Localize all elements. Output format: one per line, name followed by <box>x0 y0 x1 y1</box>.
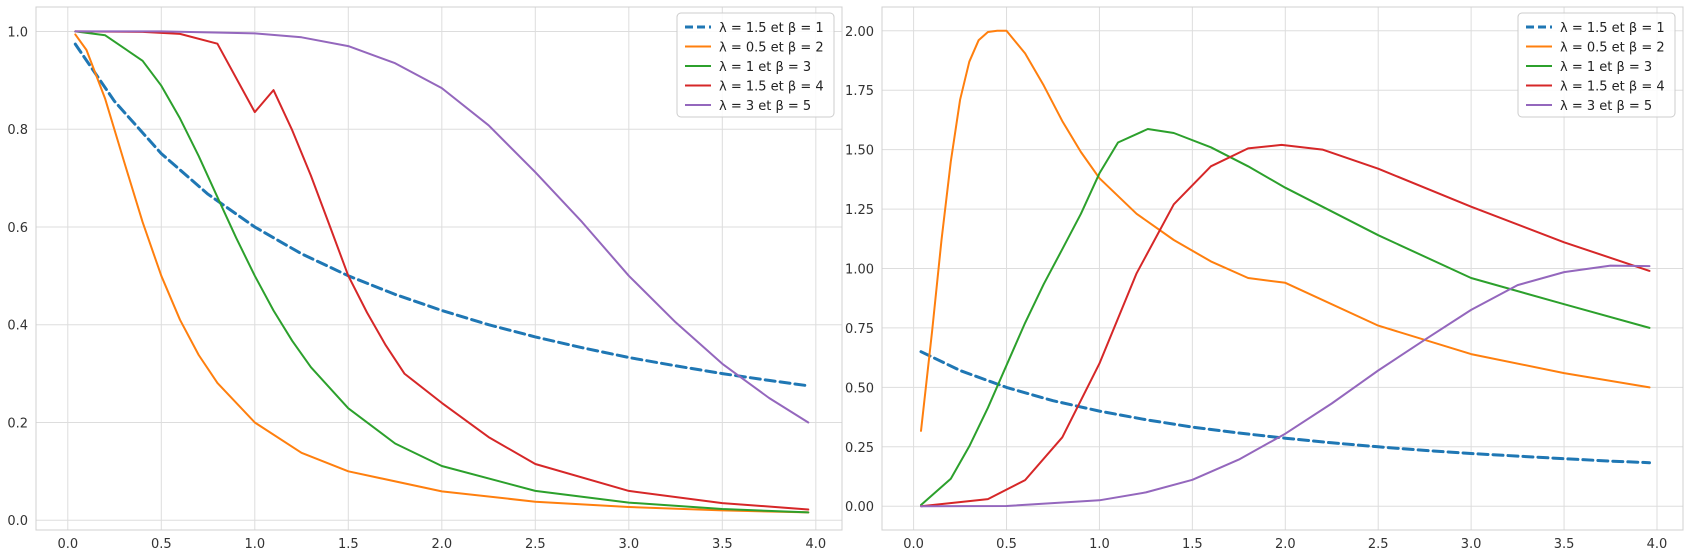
y-tick-label: 0.4 <box>7 319 28 334</box>
y-tick-label: 1.50 <box>845 144 874 159</box>
y-tick-label: 2.00 <box>845 25 874 40</box>
series-line-2 <box>74 30 810 514</box>
x-tick-label: 3.5 <box>1554 537 1575 552</box>
series-line-0 <box>919 350 1651 465</box>
legend: λ = 1.5 et β = 1 λ = 0.5 et β = 2 λ = 1 et… <box>1517 12 1676 118</box>
legend-label: λ = 3 et β = 5 <box>1560 99 1652 114</box>
y-tick-label: 0.25 <box>845 441 874 456</box>
series-line-0 <box>73 42 810 388</box>
x-tick-label: 4.0 <box>1647 537 1668 552</box>
x-tick-label: 3.5 <box>712 537 733 552</box>
legend-label: λ = 1.5 et β = 4 <box>1560 80 1665 95</box>
x-tick-label: 2.5 <box>1368 537 1389 552</box>
legend-box <box>676 12 835 118</box>
legend-label: λ = 0.5 et β = 2 <box>719 41 824 56</box>
y-tick-label: 0.00 <box>845 500 874 515</box>
x-tick-label: 4.0 <box>805 537 826 552</box>
series-line-1 <box>74 33 810 514</box>
right-chart-panel: 0.0 0.5 1.0 1.5 2.0 2.5 3.0 3.5 4.0 0.00 0.25 0.50 0… <box>845 6 1684 552</box>
legend-label: λ = 1 et β = 3 <box>1560 60 1652 75</box>
y-tick-label: 1.25 <box>845 203 874 218</box>
legend-label: λ = 1 et β = 3 <box>719 60 811 75</box>
y-tick-label: 1.75 <box>845 84 874 99</box>
x-tick-label: 2.0 <box>431 537 452 552</box>
y-tick-label: 1.0 <box>7 25 28 40</box>
plot-frame <box>35 6 843 531</box>
series-line-3 <box>920 143 1651 508</box>
y-tick-label: 0.0 <box>7 514 28 529</box>
y-tick-label: 0.8 <box>7 123 28 138</box>
x-tick-label: 0.5 <box>996 537 1017 552</box>
legend-label: λ = 1.5 et β = 1 <box>1560 21 1665 36</box>
series-line-4 <box>74 30 810 424</box>
x-tick-label: 3.0 <box>618 537 639 552</box>
legend-label: λ = 1.5 et β = 4 <box>719 80 824 95</box>
x-tick-label: 1.5 <box>338 537 359 552</box>
series-line-3 <box>74 30 810 511</box>
series-line-4 <box>920 264 1651 508</box>
legend-label: λ = 3 et β = 5 <box>719 99 811 114</box>
x-tick-label: 1.0 <box>1089 537 1110 552</box>
x-tick-label: 1.0 <box>244 537 265 552</box>
x-tick-label: 3.0 <box>1461 537 1482 552</box>
x-tick-label: 0.0 <box>57 537 78 552</box>
x-tick-label: 1.5 <box>1182 537 1203 552</box>
left-chart-panel: 0.0 0.5 1.0 1.5 2.0 2.5 3.0 3.5 4.0 0.0 0.2 0.4 0.6 0… <box>7 6 843 552</box>
y-tick-label: 0.75 <box>845 322 874 337</box>
x-tick-label: 2.5 <box>525 537 546 552</box>
x-tick-label: 0.5 <box>151 537 172 552</box>
y-tick-label: 0.2 <box>7 416 28 431</box>
plot-frame <box>881 6 1684 531</box>
y-tick-label: 0.6 <box>7 221 28 236</box>
legend-label: λ = 0.5 et β = 2 <box>1560 41 1665 56</box>
legend-label: λ = 1.5 et β = 1 <box>719 21 824 36</box>
series-line-1 <box>920 29 1651 432</box>
series-line-2 <box>920 128 1651 506</box>
y-tick-label: 0.50 <box>845 381 874 396</box>
legend: λ = 1.5 et β = 1 λ = 0.5 et β = 2 λ = 1 et… <box>676 12 835 118</box>
legend-box <box>1517 12 1676 118</box>
y-tick-label: 1.00 <box>845 263 874 278</box>
x-tick-label: 0.0 <box>903 537 924 552</box>
x-tick-label: 2.0 <box>1275 537 1296 552</box>
